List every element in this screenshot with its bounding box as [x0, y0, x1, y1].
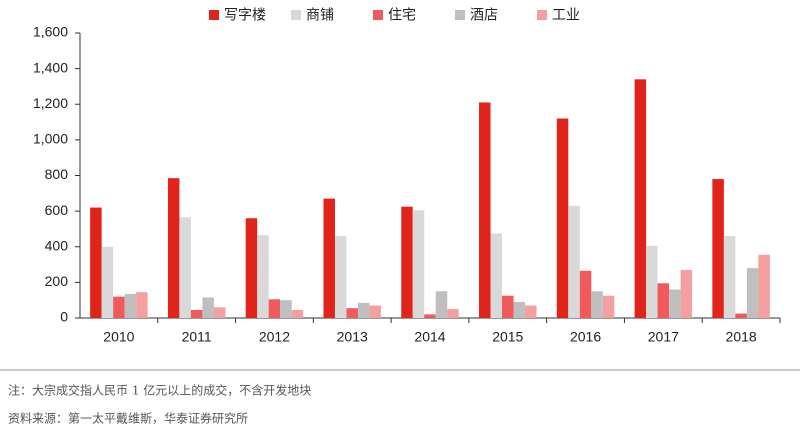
bar [323, 198, 335, 318]
x-tick-label: 2013 [337, 329, 368, 345]
bar [213, 307, 226, 318]
x-tick-label: 2016 [570, 329, 601, 345]
legend-swatch [455, 10, 465, 20]
x-tick-label: 2014 [414, 329, 445, 345]
y-tick-label: 800 [45, 166, 69, 182]
bar [101, 246, 114, 318]
legend-swatch [537, 10, 547, 20]
bar [490, 233, 503, 318]
bar [280, 300, 292, 318]
y-tick-label: 600 [45, 202, 69, 218]
bar [525, 305, 537, 318]
bar [657, 283, 670, 318]
x-tick-label: 2018 [726, 329, 757, 345]
bar [412, 210, 425, 318]
x-tick-label: 2011 [182, 329, 212, 345]
bar [179, 217, 191, 318]
y-tick-label: 200 [45, 273, 69, 289]
bar [447, 309, 459, 318]
bar [369, 305, 381, 318]
bar [758, 254, 770, 318]
y-tick-label: 0 [60, 309, 68, 325]
y-tick-label: 1,000 [33, 131, 68, 147]
bar [346, 308, 358, 318]
legend-label: 工业 [552, 7, 580, 23]
legend-swatch [291, 10, 301, 20]
bar [291, 309, 304, 318]
bar [680, 269, 693, 318]
x-tick-label: 2017 [648, 329, 679, 345]
note: 注：大宗成交指人民币 1 亿元以上的成交，不含开发地块 [8, 383, 311, 398]
y-tick-label: 400 [45, 237, 69, 253]
bar [712, 179, 724, 318]
legend-label: 住宅 [388, 7, 416, 23]
legend-swatch [373, 10, 383, 20]
bar [257, 235, 269, 318]
bar [591, 291, 603, 318]
x-tick-label: 2015 [492, 329, 523, 345]
bar [634, 79, 647, 318]
legend-label: 写字楼 [224, 7, 266, 23]
bar [579, 270, 592, 318]
bar [646, 245, 658, 318]
bar [502, 295, 514, 318]
legend-label: 商铺 [306, 7, 334, 23]
bar [113, 296, 125, 318]
legend-swatch [209, 10, 219, 20]
bar [245, 218, 258, 318]
legend-label: 酒店 [470, 7, 498, 23]
bar [167, 178, 180, 318]
x-tick-label: 2012 [259, 329, 290, 345]
bar [136, 292, 148, 318]
bar [401, 206, 413, 318]
bar [190, 309, 203, 318]
y-tick-label: 1,600 [33, 24, 68, 40]
y-tick-label: 1,400 [33, 59, 68, 75]
bar [357, 302, 370, 318]
x-tick-label: 2010 [103, 329, 134, 345]
bar [746, 268, 759, 318]
bar [424, 314, 436, 318]
bar [568, 205, 580, 318]
bar [556, 118, 569, 318]
bar [334, 236, 347, 318]
y-tick-label: 1,200 [33, 95, 68, 111]
bar [723, 236, 736, 318]
bar [669, 289, 681, 318]
bar [90, 207, 102, 318]
bar [268, 299, 281, 318]
bar [735, 313, 747, 318]
bar [602, 295, 615, 318]
bar [202, 297, 214, 318]
bar [435, 291, 448, 318]
bar [124, 293, 137, 318]
source: 资料来源：第一太平戴维斯，华泰证券研究所 [8, 411, 248, 426]
bar [513, 301, 526, 318]
bar [479, 102, 491, 318]
